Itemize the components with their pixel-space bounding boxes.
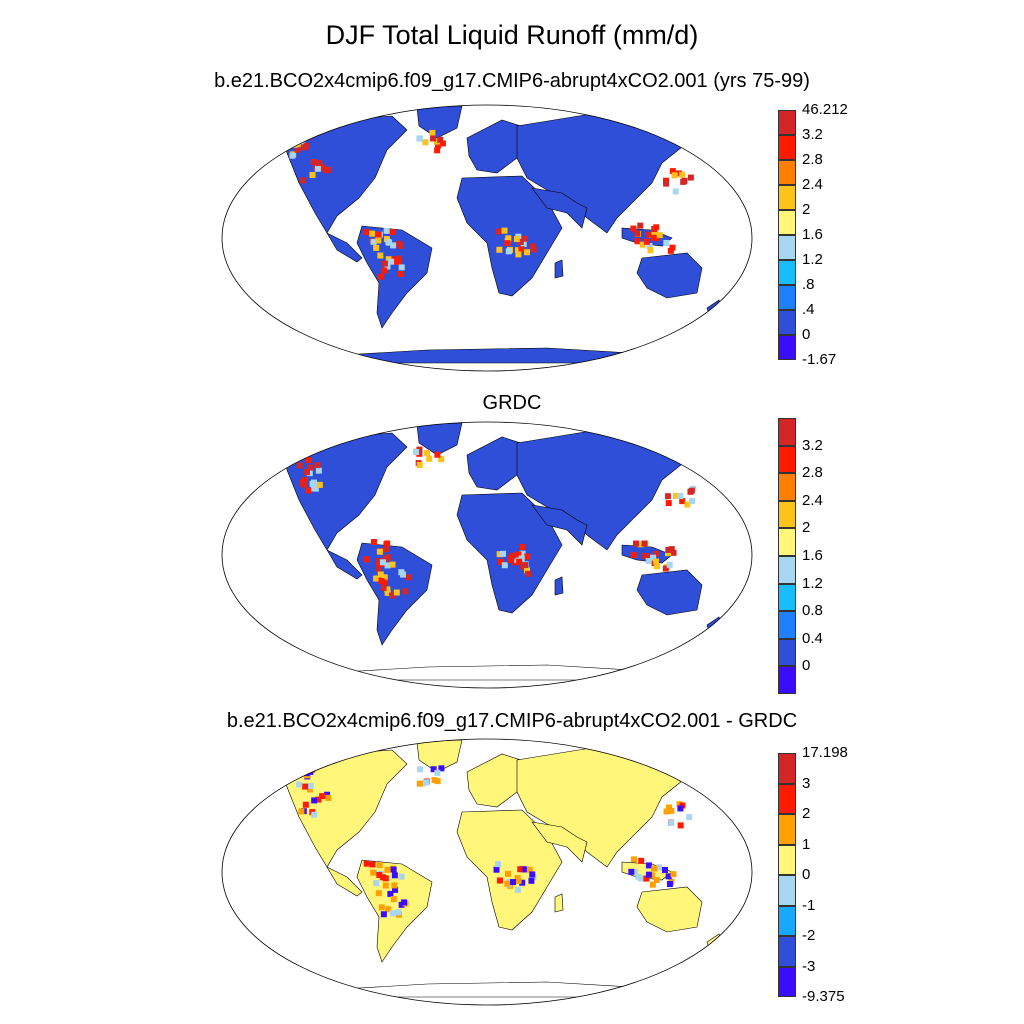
colorbar-panel-3: -9.375 -3 -2 -1 0 1 2 3 17.198 bbox=[778, 744, 848, 1005]
colorbar-tick-label: 1.6 bbox=[802, 226, 823, 243]
colorbar-tick-label: 1.2 bbox=[802, 574, 823, 592]
colorbar-box bbox=[778, 936, 796, 967]
panel-1-subtitle: b.e21.BCO2x4cmip6.f09_g17.CMIP6-abrupt4x… bbox=[214, 70, 810, 92]
continents-fill bbox=[281, 105, 722, 329]
colorbar-tick-label: 1.6 bbox=[802, 547, 823, 564]
colorbar-box bbox=[778, 528, 796, 556]
colorbar-tick-label: -9.375 bbox=[802, 988, 845, 1005]
panel-2-subtitle: GRDC bbox=[482, 392, 542, 414]
colorbar-panel-1: -1.67 0 .4 .8 1.2 1.6 2 2.4 2.8 3.2 46.212 bbox=[778, 101, 848, 368]
colorbar-box bbox=[778, 500, 796, 529]
colorbar-tick-label: -1 bbox=[802, 896, 816, 914]
colorbar-tick-label: 0 bbox=[802, 657, 811, 675]
colorbar-tick-label: .8 bbox=[802, 276, 815, 293]
colorbar-tick-label: 1 bbox=[802, 835, 811, 853]
colorbar-box bbox=[778, 110, 796, 135]
colorbar-box bbox=[778, 783, 796, 814]
colorbar-box bbox=[778, 445, 796, 474]
colorbar-box bbox=[778, 418, 796, 446]
colorbar-tick-label: 0.8 bbox=[802, 602, 823, 620]
map-border-3 bbox=[221, 738, 753, 1006]
colorbar-tick-label: 17.198 bbox=[802, 744, 848, 761]
colorbar-tick-label: 2.4 bbox=[802, 491, 823, 509]
colorbar-tick-label: -3 bbox=[802, 957, 816, 975]
colorbar-box bbox=[778, 185, 796, 210]
continents-fill bbox=[281, 422, 722, 646]
colorbar-tick-label: 0 bbox=[802, 326, 811, 343]
colorbar-box bbox=[778, 556, 796, 584]
colorbar-box bbox=[778, 310, 796, 335]
map-border-1 bbox=[221, 104, 753, 372]
colorbar-box bbox=[778, 335, 796, 360]
colorbar-tick-label: 2.4 bbox=[802, 176, 823, 193]
map-panel-2 bbox=[281, 422, 722, 681]
colorbar-box bbox=[778, 210, 796, 235]
colorbar-tick-label: 0 bbox=[802, 866, 811, 883]
colorbar-tick-label: 2.8 bbox=[802, 464, 823, 482]
colorbar-box bbox=[778, 611, 796, 639]
panel-3-subtitle: b.e21.BCO2x4cmip6.f09_g17.CMIP6-abrupt4x… bbox=[226, 710, 798, 732]
colorbar-tick-label: 46.212 bbox=[802, 101, 848, 118]
colorbar-tick-label: -2 bbox=[802, 927, 816, 944]
colorbar-panel-2: 0 0.4 0.8 1.2 1.6 2 2.4 2.8 3.2 bbox=[778, 418, 848, 694]
continents-fill bbox=[281, 739, 722, 963]
colorbar-box bbox=[778, 814, 796, 845]
colorbar-tick-label: 2 bbox=[802, 519, 811, 537]
colorbar-tick-label: 2 bbox=[802, 201, 811, 218]
colorbar-tick-label: 3.2 bbox=[802, 436, 823, 454]
map-panel-1 bbox=[281, 105, 722, 364]
colorbar-box bbox=[778, 966, 796, 997]
antarctica bbox=[286, 981, 688, 998]
colorbar-box bbox=[778, 285, 796, 310]
colorbar-box bbox=[778, 844, 796, 875]
colorbar-tick-label: .4 bbox=[802, 301, 815, 318]
colorbar-box bbox=[778, 583, 796, 612]
colorbar-box bbox=[778, 638, 796, 667]
colorbar-tick-label: 0.4 bbox=[802, 629, 823, 647]
colorbar-box bbox=[778, 160, 796, 185]
map-border-2 bbox=[221, 421, 753, 689]
colorbar-box bbox=[778, 753, 796, 784]
colorbar-tick-label: 2 bbox=[802, 805, 811, 822]
colorbar-box bbox=[778, 235, 796, 260]
colorbar-tick-label: 3.2 bbox=[802, 126, 823, 143]
colorbar-box bbox=[778, 905, 796, 936]
colorbar-tick-label: -1.67 bbox=[802, 351, 837, 368]
colorbar-box bbox=[778, 875, 796, 906]
colorbar-box bbox=[778, 260, 796, 285]
colorbar-tick-label: 2.8 bbox=[802, 151, 823, 168]
map-panel-3 bbox=[281, 739, 722, 998]
colorbar-box bbox=[778, 666, 796, 694]
colorbar-box bbox=[778, 473, 796, 501]
figure-title: DJF Total Liquid Runoff (mm/d) bbox=[325, 20, 699, 50]
antarctica bbox=[286, 664, 688, 681]
antarctica bbox=[286, 347, 688, 364]
colorbar-box bbox=[778, 135, 796, 160]
colorbar-tick-label: 1.2 bbox=[802, 251, 823, 268]
colorbar-tick-label: 3 bbox=[802, 774, 811, 792]
